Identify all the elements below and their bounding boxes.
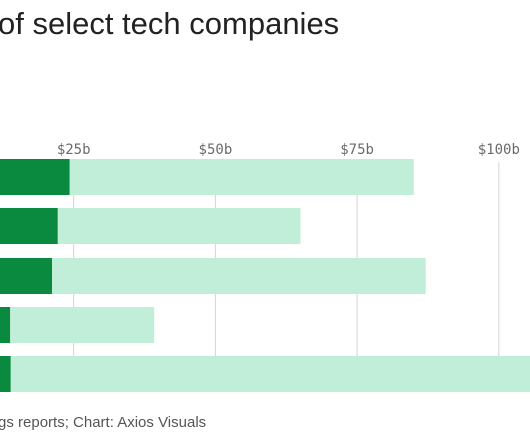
x-axis-ticks: $25b $50b $75b $100b [57, 142, 520, 158]
bar-segment-dark [0, 356, 11, 392]
bar-segment-light [52, 258, 426, 294]
bar-segment-light [69, 159, 414, 195]
bar-segment-light [10, 356, 530, 392]
chart-title: of select tech companies [0, 6, 340, 41]
bar-segment-dark [0, 307, 11, 343]
x-tick-label: $75b [340, 142, 374, 158]
bar-segment-dark [0, 159, 70, 195]
bar-segment-dark [0, 208, 58, 244]
bar-segment-light [57, 208, 301, 244]
bars [0, 159, 530, 392]
x-tick-label: $25b [57, 142, 91, 158]
source-note: gs reports; Chart: Axios Visuals [0, 414, 207, 431]
bar-segment-dark [0, 258, 53, 294]
bar-segment-light [10, 307, 155, 343]
x-tick-label: $50b [199, 142, 233, 158]
x-tick-label: $100b [478, 142, 520, 158]
